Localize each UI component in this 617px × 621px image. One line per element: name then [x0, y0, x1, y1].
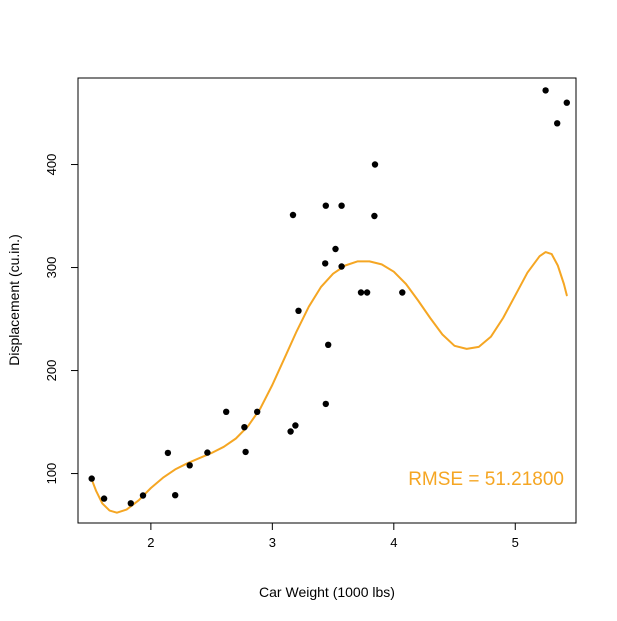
x-tick-label: 4 [390, 535, 397, 550]
x-axis-label: Car Weight (1000 lbs) [259, 584, 395, 600]
y-tick-label: 100 [44, 463, 59, 485]
rmse-annotation: RMSE = 51.21800 [408, 469, 564, 490]
x-tick-label: 2 [147, 535, 154, 550]
data-point [371, 161, 379, 168]
data-point [295, 307, 302, 314]
data-point [292, 422, 299, 429]
plot-box [77, 77, 577, 524]
y-axis: 100 200 300 400 [44, 154, 78, 485]
data-point [325, 341, 332, 348]
data-point [287, 428, 294, 435]
data-point [338, 263, 345, 270]
x-tick-label: 3 [269, 535, 276, 550]
y-axis-label: Displacement (cu.in.) [6, 234, 22, 366]
fit-curve [90, 251, 568, 514]
data-point [322, 400, 329, 408]
data-point [186, 462, 193, 469]
data-point [172, 492, 179, 499]
data-point [338, 202, 345, 209]
data-point [322, 260, 329, 267]
data-point [223, 408, 230, 415]
data-point [139, 492, 147, 499]
data-point [563, 99, 570, 106]
data-point [332, 245, 339, 253]
data-point [289, 211, 297, 219]
data-points [88, 87, 570, 507]
data-point [241, 424, 248, 431]
data-point [242, 448, 249, 456]
data-point [542, 87, 549, 94]
data-point [204, 449, 211, 456]
data-point [164, 449, 172, 457]
data-point [254, 408, 261, 415]
y-tick-label: 400 [44, 154, 59, 176]
x-axis: 2 3 4 5 [147, 523, 519, 550]
data-point [100, 495, 108, 502]
y-tick-label: 200 [44, 360, 59, 382]
y-tick-label: 300 [44, 257, 59, 279]
data-point [88, 475, 95, 482]
data-point [399, 289, 406, 296]
data-point [371, 212, 378, 220]
data-point [357, 289, 365, 296]
data-point [363, 289, 371, 296]
x-tick-label: 5 [512, 535, 519, 550]
data-point [554, 120, 561, 127]
data-point [322, 202, 329, 209]
data-point [127, 500, 134, 507]
